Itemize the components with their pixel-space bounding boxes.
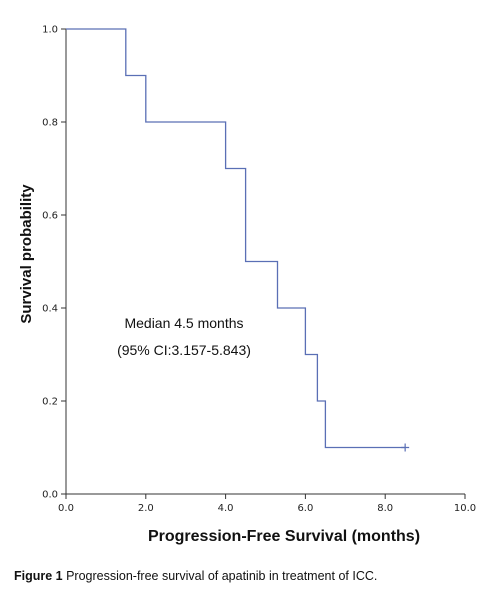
km-chart: 0.0 0.2 0.4 0.6 0.8 1.0 0.0 2.0 4.0 6.0 8.0 10.0 Su… (18, 25, 476, 546)
figure-caption-text: Progression-free survival of apatinib in… (62, 569, 378, 583)
figure-label: Figure 1 (14, 569, 63, 583)
annotation-ci: (95% CI:3.157-5.843) (117, 342, 251, 358)
censor-mark (401, 443, 410, 452)
y-tick-label: 1.0 (42, 25, 58, 36)
x-axis-label: Progression-Free Survival (months) (148, 528, 420, 545)
x-tick-label: 8.0 (377, 503, 393, 514)
y-axis-label: Survival probability (18, 184, 35, 324)
y-tick-label: 0.6 (42, 211, 58, 222)
y-tick-label: 0.0 (42, 490, 58, 501)
y-tick-label: 0.8 (42, 118, 58, 129)
x-tick-label: 6.0 (297, 503, 313, 514)
ticks: 0.0 0.2 0.4 0.6 0.8 1.0 0.0 2.0 4.0 6.0 8.0 10.0 (42, 25, 476, 515)
x-tick-label: 4.0 (218, 503, 234, 514)
x-tick-label: 0.0 (58, 503, 74, 514)
figure-caption: Figure 1 Progression-free survival of ap… (14, 569, 377, 583)
survival-step-line (66, 28, 406, 449)
plot-area (66, 28, 410, 452)
y-tick-label: 0.2 (42, 397, 58, 408)
y-tick-label: 0.4 (42, 304, 58, 315)
x-tick-label: 10.0 (454, 503, 476, 514)
x-tick-label: 2.0 (138, 503, 154, 514)
axes (65, 29, 465, 495)
annotation-median: Median 4.5 months (124, 315, 243, 331)
